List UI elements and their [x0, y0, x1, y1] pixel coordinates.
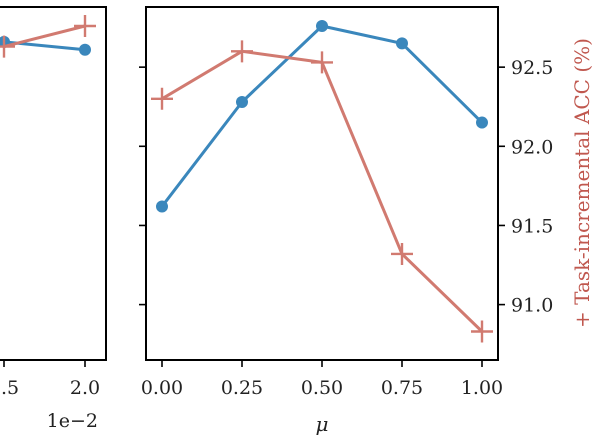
right-x-tick-label-3: 0.75: [381, 377, 423, 399]
right-right-y-ticks: 91.0 91.5 92.0 92.5: [498, 57, 553, 317]
left-series-0-point-1: [79, 43, 91, 56]
right-x-ticks: 0.00 0.25 0.50 0.75 1.00: [141, 360, 503, 399]
left-series-1-line: [3, 24, 86, 49]
right-series-0-point-1: [236, 95, 248, 108]
right-x-tick-label-4: 1.00: [461, 377, 503, 399]
left-series-1-point-0: [0, 35, 15, 58]
right-series-0-point-2: [316, 19, 328, 32]
left-plot-frame: [0, 6, 107, 361]
right-series-0-point-4: [476, 116, 488, 129]
right-series-0-point-0: [156, 200, 168, 213]
right-series-1-point-4: [471, 320, 493, 343]
left-x-tick-label-0: 1.5: [0, 377, 19, 399]
right-series-1-point-0: [151, 87, 173, 110]
right-x-tick-label-0: 0.00: [141, 377, 183, 399]
right-series-1-point-1: [231, 40, 253, 63]
right-x-tick-label-2: 0.50: [301, 377, 343, 399]
left-x-ticks: 1.5 2.0: [0, 360, 100, 399]
right-right-y-tick-label-3: 92.5: [511, 57, 553, 79]
right-x-axis-label: μ: [316, 412, 329, 436]
right-series-1-point-3: [391, 242, 413, 265]
right-left-y-ticks: [139, 66, 146, 306]
right-series-1-line: [161, 49, 484, 333]
left-panel: 1.5 2.0 1e−2: [0, 6, 107, 432]
right-right-y-tick-label-1: 91.5: [511, 215, 553, 237]
left-x-tick-label-1: 2.0: [70, 377, 100, 399]
right-right-y-tick-label-0: 91.0: [511, 295, 553, 317]
left-x-offset-text: 1e−2: [47, 410, 98, 432]
right-right-y-tick-label-2: 92.0: [511, 136, 553, 158]
right-panel: 0.00 0.25 0.50 0.75 1.00 91.091.592.092.5 μ …: [139, 6, 594, 436]
right-series-0-point-3: [396, 37, 408, 50]
right-x-tick-label-1: 0.25: [221, 377, 263, 399]
right-y-axis-label: + Task-incremental ACC (%): [570, 38, 594, 328]
left-series-1-point-1: [74, 14, 96, 37]
right-series-1-point-2: [311, 51, 333, 74]
left-series-layer: [0, 14, 96, 58]
right-series-layer: [151, 19, 493, 343]
